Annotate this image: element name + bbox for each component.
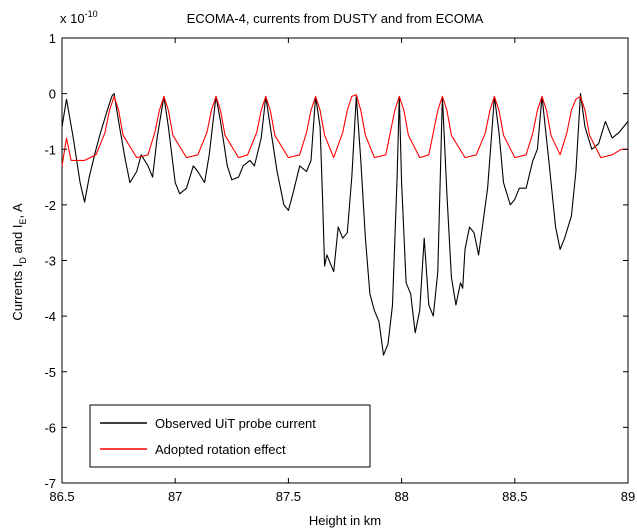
y-axis-ticks: 1 0 -1 -2 -3 -4 -5 -6 -7: [44, 31, 628, 491]
x-axis-ticks: 86.5 87 87.5 88 88.5 89: [49, 38, 635, 504]
x-tick-label: 87: [168, 489, 182, 504]
y-tick-label: -3: [44, 254, 56, 269]
y-axis-label-sub-e: E: [18, 219, 28, 225]
y-tick-label: -7: [44, 476, 56, 491]
rotation-effect-line: [61, 94, 628, 166]
x-axis-label: Height in km: [309, 513, 381, 528]
y-multiplier-base: x 10: [60, 11, 85, 26]
y-multiplier-exponent: -10: [85, 9, 98, 19]
y-tick-label: -6: [44, 420, 56, 435]
x-tick-label: 89: [621, 489, 635, 504]
y-tick-label: -1: [44, 142, 56, 157]
x-tick-label: 87.5: [276, 489, 301, 504]
y-tick-label: 0: [49, 87, 56, 102]
legend-box: [89, 404, 371, 468]
y-axis-label-pre: Currents I: [10, 264, 25, 321]
legend-label-rotation: Adopted rotation effect: [155, 442, 286, 457]
x-tick-label: 88.5: [502, 489, 527, 504]
y-multiplier-label: x 10-10: [60, 9, 98, 26]
y-tick-label: -5: [44, 365, 56, 380]
y-tick-label: -2: [44, 198, 56, 213]
legend-label-observed: Observed UiT probe current: [155, 416, 316, 431]
chart-title: ECOMA-4, currents from DUSTY and from EC…: [187, 11, 484, 26]
x-tick-label: 86.5: [49, 489, 74, 504]
y-axis-label-mid: and I: [10, 225, 25, 258]
legend: Observed UiT probe current Adopted rotat…: [89, 404, 371, 468]
x-tick-label: 88: [394, 489, 408, 504]
series-lines: [61, 93, 629, 356]
y-axis-label-post: , A: [10, 203, 25, 219]
y-tick-label: -4: [44, 309, 56, 324]
y-tick-label: 1: [49, 31, 56, 46]
y-axis-label: Currents ID and IE, A: [10, 203, 28, 321]
y-axis-label-sub-d: D: [18, 257, 28, 264]
